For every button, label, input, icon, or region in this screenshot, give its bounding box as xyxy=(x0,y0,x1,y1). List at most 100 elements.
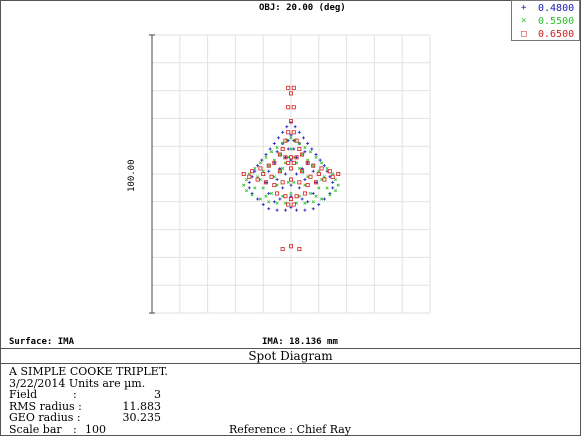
spot-point-square xyxy=(291,160,296,165)
x-stroke xyxy=(289,147,293,151)
legend-label: 0.5500 xyxy=(538,16,575,27)
x-stroke xyxy=(258,161,263,165)
legend-label: 0.6500 xyxy=(538,29,575,40)
x-stroke xyxy=(328,193,332,197)
spot-point-x xyxy=(242,183,246,187)
spot-point-square xyxy=(291,85,296,90)
spot-point-plus xyxy=(272,161,276,165)
reference-value: Chief Ray xyxy=(296,422,352,436)
spot-point-x xyxy=(269,150,274,154)
spot-point-plus xyxy=(306,200,310,204)
plot-grid xyxy=(151,34,431,314)
spot-point-plus xyxy=(297,130,301,134)
spot-point-plus xyxy=(281,130,285,134)
spot-point-x xyxy=(314,194,318,198)
spot-point-x xyxy=(269,191,274,196)
x-stroke xyxy=(300,152,304,157)
spot-point-x xyxy=(289,136,293,140)
system-title: A SIMPLE COOKE TRIPLET. xyxy=(9,365,168,378)
x-stroke xyxy=(303,201,307,205)
spot-point-square xyxy=(322,177,327,182)
x-icon: × xyxy=(521,16,527,26)
spot-point-plus xyxy=(314,180,318,184)
spot-point-plus xyxy=(289,133,293,137)
spot-point-plus xyxy=(261,203,265,207)
spot-point-square xyxy=(288,244,293,249)
spot-point-plus xyxy=(306,161,310,165)
x-stroke xyxy=(319,161,324,165)
spot-point-square xyxy=(280,180,285,185)
spot-point-x xyxy=(303,201,307,205)
spot-point-plus xyxy=(311,207,315,211)
x-stroke xyxy=(303,146,307,150)
spot-point-x xyxy=(333,189,338,193)
x-stroke xyxy=(258,197,263,201)
spot-point-x xyxy=(300,152,304,157)
legend: + 0.4800 × 0.5500 □ 0.6500 xyxy=(511,0,580,41)
spot-point-x xyxy=(258,161,263,165)
spot-point-plus xyxy=(297,186,301,190)
spot-point-x xyxy=(250,193,254,197)
spot-point-x xyxy=(314,155,318,159)
spot-point-plus xyxy=(331,180,335,184)
x-stroke xyxy=(269,191,274,196)
spot-point-plus xyxy=(283,172,287,176)
spot-point-x xyxy=(278,152,282,157)
x-stroke xyxy=(283,201,288,205)
x-stroke xyxy=(242,183,246,187)
spot-point-square xyxy=(314,180,319,185)
spot-point-square xyxy=(288,197,293,202)
spot-point-plus xyxy=(311,169,315,173)
spot-point-square xyxy=(275,191,280,196)
spot-point-plus xyxy=(256,197,260,201)
spot-point-x xyxy=(289,147,293,151)
separator: : xyxy=(73,388,77,401)
spot-point-square xyxy=(302,191,307,196)
spot-point-plus xyxy=(302,136,306,140)
spot-point-square xyxy=(300,169,305,174)
x-stroke xyxy=(314,194,318,198)
spot-point-plus xyxy=(317,203,321,207)
spot-point-plus xyxy=(267,169,271,173)
spot-point-plus xyxy=(268,147,272,151)
spot-point-plus xyxy=(318,158,322,162)
spot-point-plus xyxy=(292,147,296,151)
spot-point-square xyxy=(291,105,296,110)
legend-item: × 0.5500 xyxy=(512,15,581,28)
spot-point-square xyxy=(283,194,288,199)
x-stroke xyxy=(289,136,293,140)
spot-point-square xyxy=(294,138,299,143)
spot-point-square xyxy=(288,91,293,96)
spot-point-square xyxy=(286,130,291,135)
spot-point-square xyxy=(258,166,263,171)
spot-point-plus xyxy=(295,208,299,212)
x-stroke xyxy=(278,152,282,157)
spot-point-square xyxy=(255,177,260,182)
spot-point-square xyxy=(272,183,277,188)
spot-point-plus xyxy=(322,164,326,168)
spot-point-square xyxy=(305,160,310,165)
spot-point-x xyxy=(278,169,282,173)
x-stroke xyxy=(292,180,296,184)
x-stroke xyxy=(325,166,329,171)
spot-point-x xyxy=(303,146,307,150)
spot-point-x xyxy=(264,194,268,198)
spot-point-x xyxy=(308,191,313,196)
spot-point-x xyxy=(311,164,315,168)
spot-point-square xyxy=(263,180,268,185)
spot-point-square xyxy=(330,174,335,179)
plus-icon: + xyxy=(521,3,527,13)
spot-point-square xyxy=(297,247,302,252)
spot-point-plus xyxy=(311,191,315,195)
spot-point-plus xyxy=(303,208,307,212)
x-stroke xyxy=(267,164,271,168)
x-stroke xyxy=(261,186,265,190)
x-stroke xyxy=(308,150,313,154)
spot-point-square xyxy=(286,160,291,165)
spot-point-x xyxy=(253,186,257,190)
spot-point-square xyxy=(308,174,313,179)
geo-value: 30.235 xyxy=(122,411,162,424)
spot-point-square xyxy=(305,183,310,188)
spot-point-plus xyxy=(310,147,314,151)
